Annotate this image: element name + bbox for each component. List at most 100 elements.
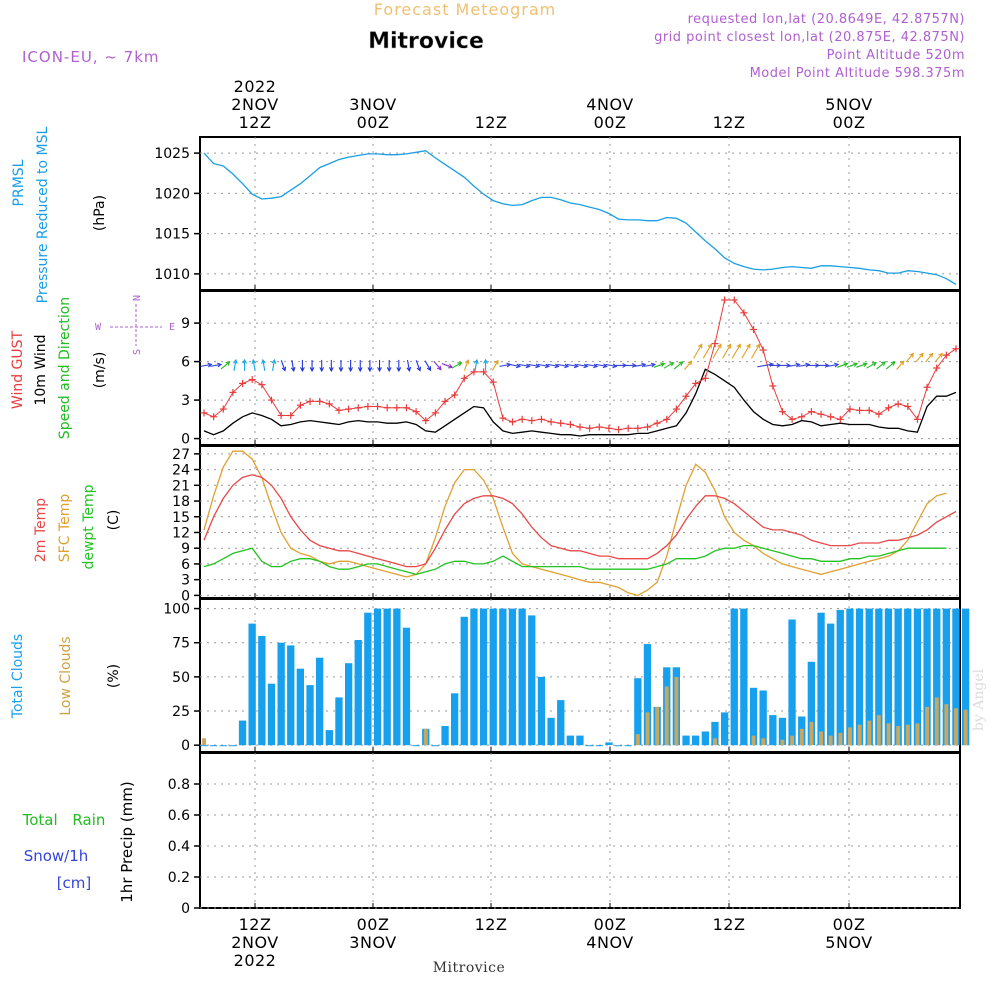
bottom-axis-label-5-1: 5NOV [825,933,872,952]
wind-arrow [280,360,287,372]
wind-arrow [251,358,257,371]
top-axis-label-3-1: 00Z [594,113,627,132]
wind-arrow-head [436,365,442,371]
wind-arrow-shaft [915,353,924,363]
total-cloud-bar [701,731,709,746]
point-altitude: Point Altitude 520m [827,48,965,63]
gust-marker [239,379,247,387]
wind-arrow-head [448,363,454,369]
wind-arrow-head [261,358,266,364]
wind-arrow-head [554,363,560,369]
compass-e: E [169,322,175,333]
wind-arrow [836,362,849,368]
wind-arrow [798,362,811,368]
pressure-panel: 1010 1015 1020 1025 [154,136,961,291]
wind-arrow-head [290,366,296,372]
low-cloud-bar [423,728,428,746]
wind-arrow [463,359,470,371]
low-cloud-bar [915,723,920,746]
wind-arrow-head [786,363,792,368]
total-cloud-bar [962,608,970,746]
low-cloud-bar [857,724,862,746]
top-axis-label-3-0: 4NOV [586,95,633,114]
total-cloud-bar [277,642,285,746]
gust-marker [769,382,777,390]
wind-arrow [915,352,924,363]
gust-marker [566,420,574,428]
wind-arrow [300,359,305,373]
wind-arrow-shaft [896,360,905,371]
temp-ylabel-dewpt: dewpt Temp [81,484,97,569]
low-cloud-bar [944,704,949,746]
total-cloud-bar [258,635,266,746]
total-cloud-bar [470,608,478,746]
pressure-ytick-label-2: 1020 [154,186,190,202]
gust-marker [836,415,844,423]
wind-arrow [367,359,373,373]
closest-coords: grid point closest lon,lat (20.875E, 42.… [654,30,965,45]
wind-arrow [634,362,647,368]
t2m-line [203,474,957,568]
temp-ylabel-2m: 2m Temp [33,498,49,562]
temperature-ytick-label-6: 18 [172,494,190,510]
wind-arrow-head [515,363,522,369]
top-axis-label-1-0: 3NOV [349,95,396,114]
low-cloud-bar [828,735,833,746]
compass-n: N [132,295,143,301]
low-cloud-bar [674,676,679,746]
wind-arrow [693,343,703,359]
wind-arrow-shaft [905,353,914,363]
gust-marker [624,424,632,432]
total-cloud-bar [913,608,922,746]
wind-arrow [846,362,859,368]
low-cloud-bar [867,720,872,746]
wind-arrow-head [473,358,479,364]
wind-arrow [290,359,296,372]
pressure-ytick-label-3: 1025 [154,146,190,162]
wind-arrow-shaft [451,362,462,369]
wind-arrow-shaft [547,363,559,367]
top-axis-label-4-0: 12Z [713,113,746,132]
wind-arrow [547,363,560,369]
wind-arrow-shaft [885,361,896,370]
wind-arrow-shaft [271,359,275,371]
wind-arrow-head [386,367,392,373]
temperature-ylabel: 2m Temp SFC Temp dewpt Temp (C) [33,484,122,569]
wind-arrow-shaft [406,359,410,371]
total-cloud-bar [807,661,815,746]
gust-marker [537,415,545,423]
wind-arrow [896,360,905,371]
wind-arrow-head [717,343,722,349]
total-cloud-bar [393,608,401,746]
wind-arrow-shaft [702,344,712,359]
wind-arrow-head [843,362,849,367]
compass-s: S [132,349,143,355]
top-axis-label-1-1: 00Z [357,113,390,132]
gust-marker [296,401,304,409]
precip-ytick-label-3: 0.6 [168,808,190,824]
wind-arrow [866,362,877,369]
total-cloud-bar [817,612,825,746]
pressure-ytick-label-1: 1015 [154,227,190,243]
wind-arrow [509,363,522,369]
wind-arrow-head [426,366,432,372]
temperature-ytick-label-7: 21 [172,478,190,494]
total-cloud-bar [749,687,758,746]
wind-arrow [702,343,712,359]
wind-arrow-head [824,363,830,368]
wind-arrow-shaft [663,362,674,369]
total-cloud-bar [884,608,893,746]
wind-arrow-head [890,361,896,366]
wind-arrow [905,352,915,363]
gust-marker [904,403,912,410]
wind-arrow-head [416,366,422,372]
wind-arrow [242,358,247,371]
gust-marker [422,417,430,425]
bottom-axis-label-0-0: 12Z [239,915,272,934]
wind-arrow-shaft [712,344,722,359]
wind-arrow-head [919,352,924,358]
total-cloud-bar [788,619,796,746]
total-cloud-bar [605,742,613,746]
gust-marker [798,413,806,421]
